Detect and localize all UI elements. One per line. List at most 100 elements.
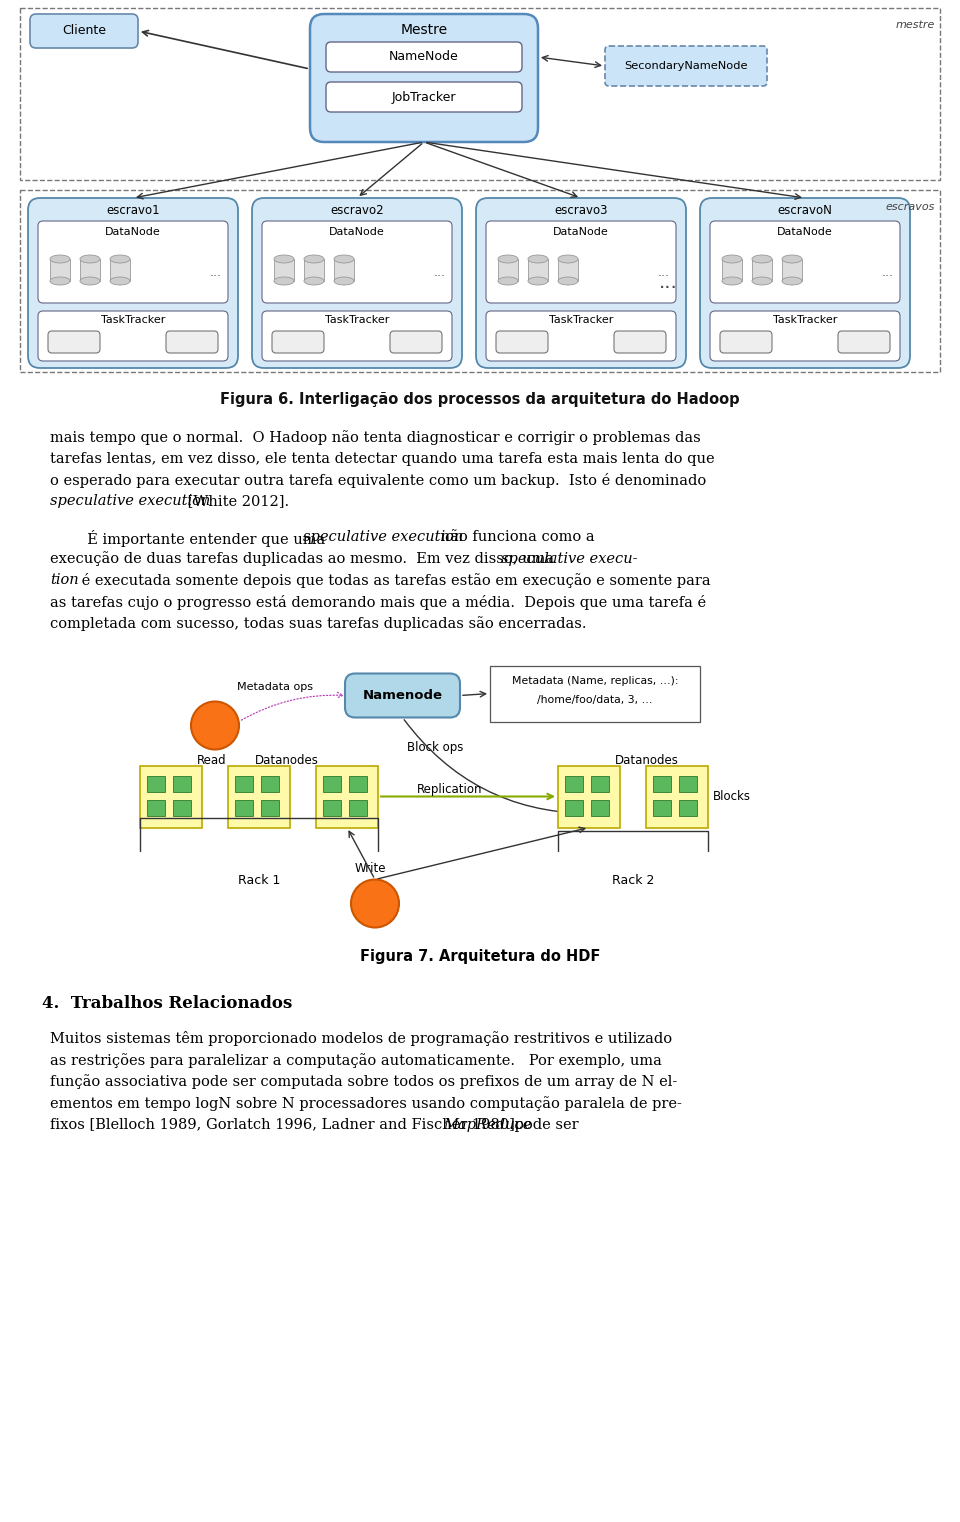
Text: SecondaryNameNode: SecondaryNameNode — [624, 61, 748, 72]
FancyBboxPatch shape — [326, 82, 522, 113]
FancyBboxPatch shape — [486, 310, 676, 361]
Ellipse shape — [782, 256, 802, 263]
Ellipse shape — [782, 277, 802, 285]
Bar — [558, 259, 578, 282]
Bar — [782, 259, 802, 282]
Text: tarefas lentas, em vez disso, ele tenta detectar quando uma tarefa esta mais len: tarefas lentas, em vez disso, ele tenta … — [50, 452, 714, 466]
Ellipse shape — [304, 256, 324, 263]
Text: Metadata (Name, replicas, …):: Metadata (Name, replicas, …): — [512, 676, 679, 686]
FancyBboxPatch shape — [38, 310, 228, 361]
Bar — [653, 799, 671, 816]
Text: Mestre: Mestre — [400, 23, 447, 37]
Text: Datanodes: Datanodes — [255, 755, 319, 767]
Bar — [679, 799, 697, 816]
Bar — [679, 776, 697, 791]
Bar — [80, 259, 100, 282]
Bar — [591, 776, 609, 791]
Ellipse shape — [498, 277, 518, 285]
Text: mais tempo que o normal.  O Hadoop não tenta diagnosticar e corrigir o problemas: mais tempo que o normal. O Hadoop não te… — [50, 431, 701, 444]
FancyBboxPatch shape — [700, 198, 910, 368]
Bar — [334, 259, 354, 282]
Circle shape — [191, 702, 239, 749]
Ellipse shape — [498, 256, 518, 263]
FancyBboxPatch shape — [48, 330, 100, 353]
Text: DataNode: DataNode — [778, 227, 833, 237]
Text: Write: Write — [354, 861, 386, 875]
Bar — [565, 776, 583, 791]
Text: Datanodes: Datanodes — [615, 753, 679, 767]
Text: Reduce: Reduce — [173, 336, 211, 347]
Ellipse shape — [50, 277, 70, 285]
FancyBboxPatch shape — [605, 46, 767, 87]
Bar — [528, 259, 548, 282]
Ellipse shape — [558, 277, 578, 285]
Text: speculative execution: speculative execution — [50, 495, 210, 508]
Text: Map: Map — [63, 336, 84, 347]
Text: execução de duas tarefas duplicadas ao mesmo.  Em vez disso, uma: execução de duas tarefas duplicadas ao m… — [50, 551, 559, 566]
Text: DataNode: DataNode — [329, 227, 385, 237]
FancyBboxPatch shape — [262, 310, 452, 361]
Text: NameNode: NameNode — [389, 50, 459, 64]
Text: mestre: mestre — [896, 20, 935, 30]
Bar — [323, 799, 341, 816]
Text: JobTracker: JobTracker — [392, 90, 456, 103]
Bar — [261, 776, 279, 791]
Ellipse shape — [334, 277, 354, 285]
Bar — [490, 665, 700, 721]
FancyBboxPatch shape — [496, 330, 548, 353]
Text: Replication: Replication — [418, 782, 483, 796]
Text: Namenode: Namenode — [363, 689, 443, 702]
Ellipse shape — [752, 256, 772, 263]
Text: fixos [Blelloch 1989, Gorlatch 1996, Ladner and Fischer 1980].: fixos [Blelloch 1989, Gorlatch 1996, Lad… — [50, 1117, 529, 1131]
Bar — [274, 259, 294, 282]
Bar — [653, 776, 671, 791]
Bar — [147, 776, 165, 791]
Bar — [173, 799, 191, 816]
Text: Client: Client — [197, 720, 233, 731]
Text: Cliente: Cliente — [62, 24, 106, 38]
Text: escravos: escravos — [886, 202, 935, 212]
Bar — [722, 259, 742, 282]
Text: Figura 7. Arquitetura do HDF: Figura 7. Arquitetura do HDF — [360, 950, 600, 965]
Text: Reduce: Reduce — [845, 336, 883, 347]
FancyBboxPatch shape — [720, 330, 772, 353]
Text: ...: ... — [882, 266, 894, 280]
Bar — [591, 799, 609, 816]
FancyBboxPatch shape — [166, 330, 218, 353]
Bar — [235, 799, 253, 816]
Bar — [646, 766, 708, 828]
Text: DataNode: DataNode — [553, 227, 609, 237]
Text: speculative execution: speculative execution — [303, 530, 464, 543]
FancyBboxPatch shape — [262, 221, 452, 303]
Bar — [147, 799, 165, 816]
Ellipse shape — [304, 277, 324, 285]
Text: [White 2012].: [White 2012]. — [183, 495, 289, 508]
Text: o esperado para executar outra tarefa equivalente como um backup.  Isto é denomi: o esperado para executar outra tarefa eq… — [50, 473, 707, 489]
Bar — [173, 776, 191, 791]
Ellipse shape — [110, 277, 130, 285]
Bar — [228, 766, 290, 828]
FancyBboxPatch shape — [710, 221, 900, 303]
FancyBboxPatch shape — [710, 310, 900, 361]
FancyBboxPatch shape — [310, 14, 538, 142]
Bar — [261, 799, 279, 816]
Text: TaskTracker: TaskTracker — [549, 315, 613, 326]
Ellipse shape — [274, 256, 294, 263]
Text: Block ops: Block ops — [407, 741, 463, 755]
Bar — [316, 766, 378, 828]
Bar — [235, 776, 253, 791]
Text: Rack 1: Rack 1 — [238, 874, 280, 886]
Text: Blocks: Blocks — [713, 790, 751, 804]
Bar — [498, 259, 518, 282]
Bar — [304, 259, 324, 282]
FancyBboxPatch shape — [272, 330, 324, 353]
Text: tion: tion — [50, 572, 79, 587]
FancyBboxPatch shape — [30, 14, 138, 49]
Bar — [323, 776, 341, 791]
Text: Map: Map — [735, 336, 756, 347]
FancyBboxPatch shape — [28, 198, 238, 368]
Ellipse shape — [558, 256, 578, 263]
Bar — [349, 776, 367, 791]
FancyBboxPatch shape — [390, 330, 442, 353]
Bar — [349, 799, 367, 816]
